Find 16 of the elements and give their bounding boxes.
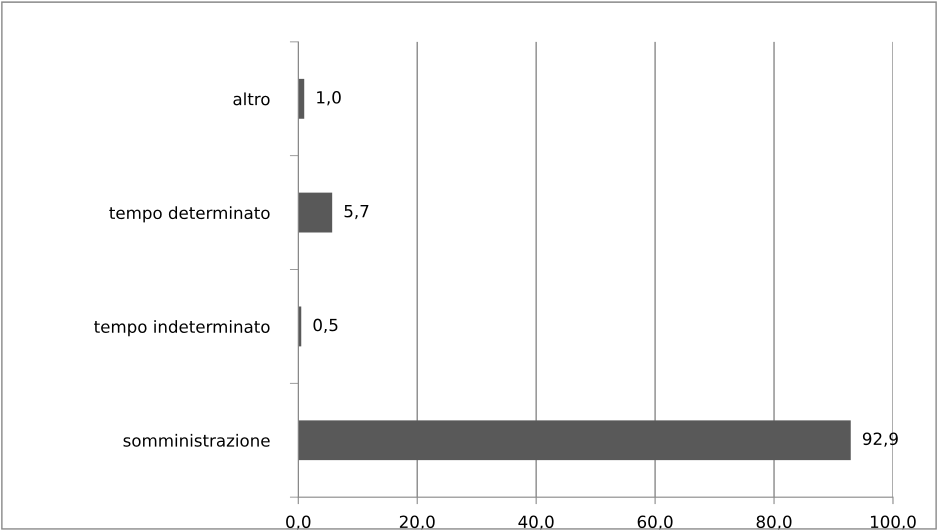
y-tick-label: altro xyxy=(233,92,270,106)
data-label: 1,0 xyxy=(317,91,341,106)
x-tick-label: 0,0 xyxy=(286,515,310,530)
data-label: 0,5 xyxy=(313,318,338,333)
data-label: 92,9 xyxy=(862,432,898,447)
x-tick-label: 20,0 xyxy=(400,515,435,530)
bar xyxy=(298,192,332,233)
x-tick-label: 80,0 xyxy=(756,515,792,530)
data-label: 5,7 xyxy=(344,205,368,220)
y-tick-label: tempo determinato xyxy=(109,206,270,222)
y-tick-label: tempo indeterminato xyxy=(94,320,270,336)
x-tick-label: 40,0 xyxy=(518,515,554,530)
x-tick-label: 100,0 xyxy=(870,515,916,530)
y-tick-label: somministrazione xyxy=(124,434,270,447)
x-tick-label: 60,0 xyxy=(638,515,673,530)
bar xyxy=(298,420,851,460)
